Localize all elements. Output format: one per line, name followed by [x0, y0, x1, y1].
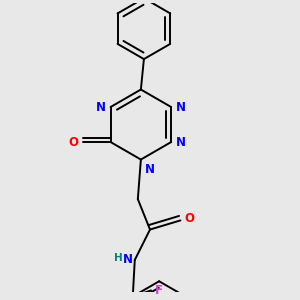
Text: F: F [155, 284, 163, 297]
Text: N: N [145, 163, 154, 176]
Text: H: H [114, 254, 123, 263]
Text: N: N [123, 254, 133, 266]
Text: O: O [184, 212, 194, 225]
Text: O: O [69, 136, 79, 148]
Text: N: N [176, 100, 186, 113]
Text: N: N [176, 136, 186, 148]
Text: N: N [96, 100, 106, 113]
